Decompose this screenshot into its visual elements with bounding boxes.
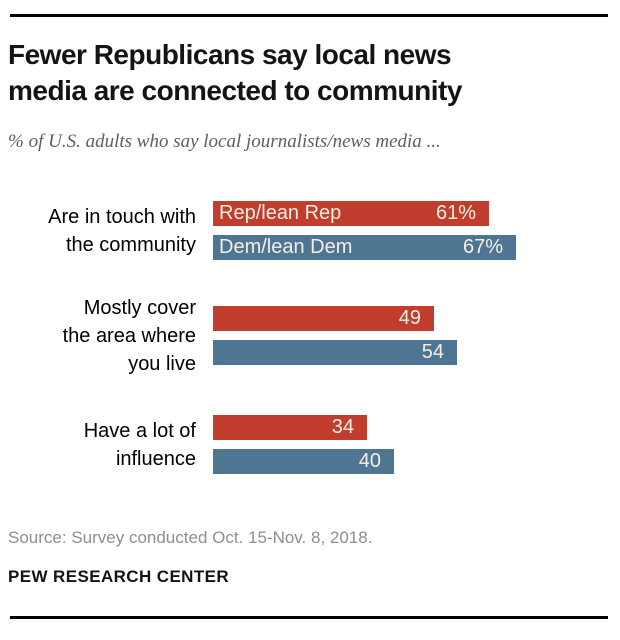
rep-value-label: 49 xyxy=(398,307,421,329)
bar-group-cover-area: Mostly cover the area where you live 49 … xyxy=(0,297,620,375)
bar-pair: 49 54 xyxy=(213,306,457,365)
dem-bar: Dem/lean Dem 67% xyxy=(213,235,516,260)
category-label: Are in touch with the community xyxy=(48,205,196,256)
bar-pair: Rep/lean Rep 61% Dem/lean Dem 67% xyxy=(213,201,516,260)
category-label: Have a lot of influence xyxy=(83,419,196,470)
bar-group-influence: Have a lot of influence 34 40 xyxy=(0,415,620,474)
brand-footer: PEW RESEARCH CENTER xyxy=(8,567,230,586)
rep-bar: 49 xyxy=(213,306,434,331)
page-title: Fewer Republicans say local news media a… xyxy=(8,37,462,109)
dem-value-label: 67% xyxy=(462,236,503,258)
dem-value-label: 40 xyxy=(358,450,381,472)
dem-value-label: 54 xyxy=(421,341,444,363)
title-line-1: Fewer Republicans say local news xyxy=(8,39,452,70)
bar-pair: 34 40 xyxy=(213,415,394,474)
dem-bar: 54 xyxy=(213,340,457,365)
chart-subtitle: % of U.S. adults who say local journalis… xyxy=(8,131,441,152)
source-note: Source: Survey conducted Oct. 15-Nov. 8,… xyxy=(8,528,373,547)
title-line-2: media are connected to community xyxy=(8,75,462,106)
rep-bar: Rep/lean Rep 61% xyxy=(213,201,489,226)
rep-value-label: 34 xyxy=(331,416,354,438)
bottom-rule xyxy=(10,616,608,619)
dem-bar: 40 xyxy=(213,449,394,474)
rep-series-label: Rep/lean Rep xyxy=(219,202,342,224)
bar-chart: Are in touch with the community Rep/lean… xyxy=(0,201,620,474)
bar-group-in-touch: Are in touch with the community Rep/lean… xyxy=(0,201,620,260)
category-label: Mostly cover the area where you live xyxy=(62,296,196,375)
dem-series-label: Dem/lean Dem xyxy=(219,236,353,258)
rep-bar: 34 xyxy=(213,415,367,440)
rep-value-label: 61% xyxy=(435,202,476,224)
top-rule xyxy=(10,14,608,17)
